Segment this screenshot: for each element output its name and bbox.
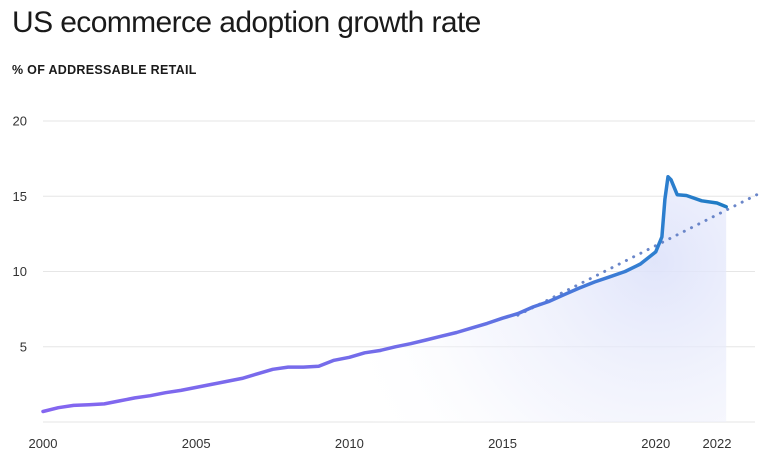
area-path	[43, 176, 727, 422]
series	[41, 174, 759, 414]
page-title: US ecommerce adoption growth rate	[12, 6, 481, 39]
y-tick-label: 15	[13, 189, 27, 204]
y-tick-label: 10	[13, 264, 27, 279]
y-tick-label: 20	[13, 114, 27, 129]
x-tick-label: 2010	[335, 436, 364, 451]
chart-subtitle: % OF ADDRESSABLE RETAIL	[12, 63, 197, 77]
adoption-line	[41, 174, 728, 414]
axis-ticks: 5 10 15 20 2000 2005 2010 2015 2020 2022	[13, 114, 732, 452]
x-tick-label: 2005	[182, 436, 211, 451]
x-tick-label: 2022	[703, 436, 732, 451]
area-fill	[43, 176, 727, 422]
x-tick-label: 2000	[29, 436, 58, 451]
x-tick-label: 2020	[641, 436, 670, 451]
x-tick-label: 2015	[488, 436, 517, 451]
y-tick-label: 5	[20, 339, 27, 354]
